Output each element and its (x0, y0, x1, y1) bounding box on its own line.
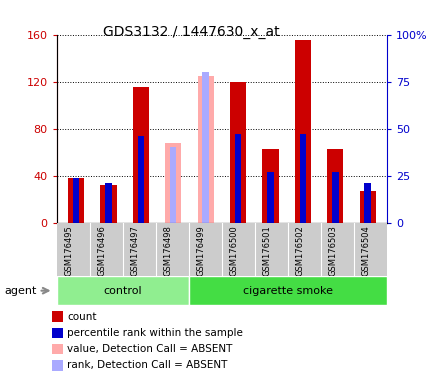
Bar (299, 134, 306, 223)
Text: count: count (67, 312, 97, 322)
Bar (202, 72, 208, 223)
Bar (72, 177, 79, 223)
Text: GDS3132 / 1447630_x_at: GDS3132 / 1447630_x_at (103, 25, 279, 39)
Text: GSM176502: GSM176502 (295, 225, 304, 276)
Text: GSM176497: GSM176497 (130, 225, 139, 276)
Text: GSM176501: GSM176501 (262, 225, 271, 276)
Text: rank, Detection Call = ABSENT: rank, Detection Call = ABSENT (67, 360, 227, 370)
Bar (137, 136, 144, 223)
Bar (331, 172, 338, 223)
Bar (132, 88, 148, 223)
Bar (100, 185, 116, 223)
Bar (188, 276, 386, 305)
Text: percentile rank within the sample: percentile rank within the sample (67, 328, 243, 338)
Bar (266, 172, 273, 223)
Text: GSM176500: GSM176500 (229, 225, 238, 276)
Text: GSM176496: GSM176496 (97, 225, 106, 276)
Text: GSM176499: GSM176499 (196, 225, 205, 276)
Text: GSM176504: GSM176504 (361, 225, 370, 276)
Text: GSM176498: GSM176498 (163, 225, 172, 276)
Text: GSM176503: GSM176503 (328, 225, 337, 276)
Bar (364, 183, 370, 223)
Bar (165, 143, 181, 223)
Text: agent: agent (4, 286, 36, 296)
Bar (68, 178, 84, 223)
Text: value, Detection Call = ABSENT: value, Detection Call = ABSENT (67, 344, 232, 354)
Bar (170, 147, 176, 223)
Bar (326, 149, 342, 223)
Text: control: control (103, 286, 141, 296)
Bar (262, 149, 278, 223)
Bar (56, 276, 188, 305)
Bar (294, 40, 310, 223)
Text: cigarette smoke: cigarette smoke (243, 286, 332, 296)
Text: GSM176495: GSM176495 (64, 225, 73, 276)
Bar (105, 183, 112, 223)
Bar (230, 82, 246, 223)
Bar (197, 76, 213, 223)
Bar (234, 134, 241, 223)
Bar (359, 191, 375, 223)
